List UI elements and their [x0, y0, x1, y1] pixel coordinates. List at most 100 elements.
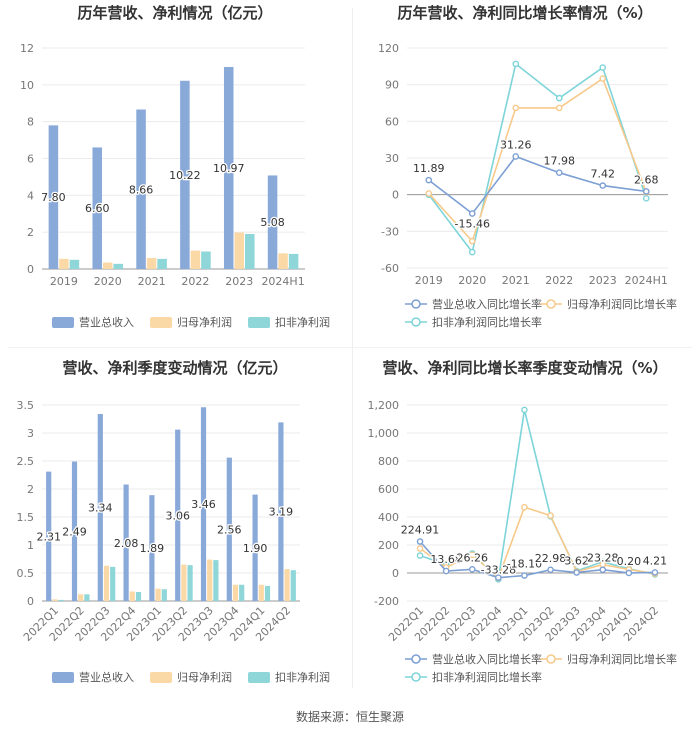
data-point [416, 545, 424, 552]
bar-revenue [92, 147, 102, 269]
quarterly-bar-chart: 00.511.522.533.52022Q12022Q22022Q32022Q4… [17, 399, 331, 684]
y-tick-label: 1,000 [368, 427, 400, 440]
data-point [555, 104, 563, 112]
chart-title: 历年营收、净利同比增长率情况（%） [397, 4, 653, 22]
chart-title: 营收、净利季度变动情况（亿元） [62, 359, 288, 377]
y-tick-label: 10 [20, 79, 34, 92]
data-point [512, 104, 520, 112]
bar-revenue [278, 422, 284, 601]
y-tick-label: 0 [392, 567, 399, 580]
y-tick-label: 1.5 [17, 511, 35, 524]
legend-label: 归母净利润 [177, 670, 232, 684]
data-label: 4.21 [643, 554, 668, 567]
data-label: 22.98 [535, 552, 567, 565]
data-point [468, 248, 476, 256]
data-point [599, 566, 607, 574]
y-tick-label: 12 [20, 42, 34, 55]
quarterly-line-chart: -20002004006008001,0001,2002022Q12022Q22… [368, 399, 678, 684]
bar-deducted-profit [84, 594, 90, 601]
data-point [625, 569, 633, 577]
data-label: 31.26 [500, 138, 532, 151]
x-tick-label: 2020 [94, 275, 122, 288]
quarterly-revenue-profit-panel: 营收、净利季度变动情况（亿元） 0 0.5 1 1.5 2 2.5 3 3.5 2022Q1 20… [0, 355, 350, 700]
data-point [468, 237, 476, 245]
legend-label: 扣非净利润 [275, 315, 330, 329]
bar-revenue [97, 413, 103, 601]
data-point [599, 182, 607, 189]
legend-marker [411, 654, 421, 664]
data-point [416, 552, 424, 559]
y-tick-label: 60 [385, 115, 399, 128]
bar-deducted-profit [245, 234, 255, 269]
y-tick-label: -30 [381, 225, 399, 238]
data-label: -15.46 [455, 218, 490, 231]
data-point [555, 169, 563, 176]
legend-marker [411, 672, 421, 682]
data-point [651, 569, 659, 576]
bar-revenue [252, 494, 258, 601]
data-point [425, 176, 433, 184]
data-label: 3.62 [564, 554, 589, 567]
annual-bar-chart: 0 2 4 6 8 10 12 2019 2020 2021 2022 2023 2024H1 7.80 6… [20, 42, 330, 329]
data-label: 7.42 [591, 168, 616, 181]
y-tick-label: 2 [27, 226, 34, 239]
bar-net-profit [129, 591, 135, 601]
data-label: 8.66 [129, 183, 154, 196]
data-label: 3.46 [191, 498, 216, 511]
data-point [416, 538, 424, 545]
bar-revenue [48, 125, 59, 269]
data-point [547, 512, 554, 519]
y-tick-label: 2.5 [17, 455, 35, 468]
bar-revenue [71, 461, 78, 601]
bar-net-profit [78, 594, 84, 601]
y-tick-label: -200 [374, 595, 399, 608]
data-point [468, 210, 476, 217]
bar-deducted-profit [58, 599, 64, 601]
data-label: 13.68 [430, 553, 462, 566]
bar-revenue [175, 429, 181, 601]
bar-deducted-profit [157, 258, 167, 269]
bar-deducted-profit [110, 566, 116, 601]
bar-revenue [46, 471, 52, 601]
legend-label: 营业总收入同比增长率 [432, 652, 542, 666]
x-tick-label: 2020 [458, 274, 486, 287]
bar-revenue [123, 484, 129, 601]
y-tick-label: 0 [392, 189, 399, 202]
bar-deducted-profit [201, 251, 211, 269]
series-line-revenue-growth [419, 540, 655, 579]
y-tick-label: 120 [378, 42, 399, 55]
data-label: 5.08 [260, 216, 285, 229]
bar-net-profit [181, 564, 187, 601]
panel-divider-horizontal [8, 347, 692, 348]
bar-deducted-profit [290, 570, 296, 601]
x-tick-label: 2019 [50, 275, 78, 288]
bar-net-profit [190, 250, 201, 269]
data-point [425, 190, 433, 197]
data-source: 数据来源：恒生聚源 [295, 710, 404, 724]
bar-net-profit [102, 262, 113, 269]
bar-revenue [223, 66, 234, 269]
data-label: 11.89 [413, 162, 445, 175]
data-point [573, 569, 580, 576]
data-point [521, 406, 528, 414]
legend-label: 归母净利润同比增长率 [567, 297, 677, 311]
legend-marker [546, 299, 556, 309]
data-point [468, 551, 476, 559]
bar-revenue [136, 109, 146, 270]
bar-deducted-profit [264, 585, 271, 601]
data-label: 1.89 [140, 542, 165, 555]
data-label: 26.26 [457, 551, 489, 564]
y-tick-label: 400 [378, 511, 399, 524]
data-label: 3.06 [165, 509, 190, 522]
x-tick-label: 2021 [138, 275, 166, 288]
data-label: 224.91 [401, 524, 440, 537]
legend-label: 归母净利润同比增长率 [567, 652, 677, 666]
data-point [512, 153, 520, 160]
bar-revenue [267, 175, 278, 269]
bar-revenue [180, 80, 190, 269]
quarterly-growth-panel: 营收、净利同比增长率季度变动情况（%） -200 0 200 400 600 800 1,0… [350, 355, 700, 700]
data-label: 3.34 [88, 501, 113, 514]
data-label: 10.22 [169, 169, 201, 182]
bar-deducted-profit [288, 253, 299, 269]
legend-label: 归母净利润 [177, 315, 232, 329]
